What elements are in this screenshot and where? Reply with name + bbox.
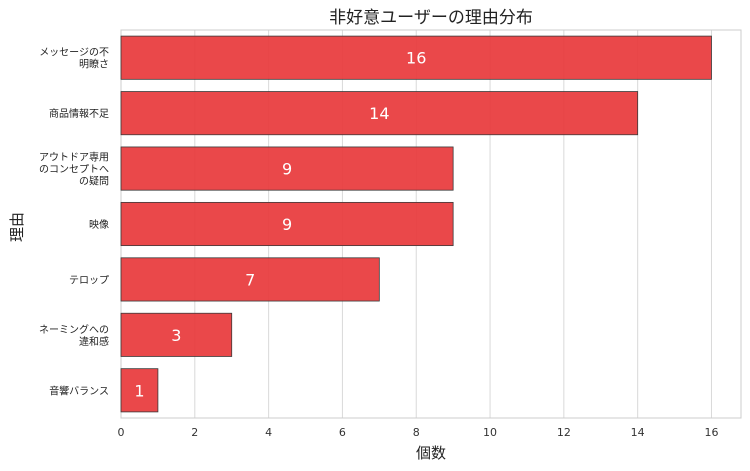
bar <box>120 35 712 80</box>
x-tick-label: 0 <box>118 426 125 439</box>
category-label: ネーミングへの違和感 <box>39 323 109 348</box>
x-tick-label: 14 <box>631 426 645 439</box>
bar <box>120 91 639 136</box>
data-label: 9 <box>282 215 292 234</box>
bar <box>120 312 233 357</box>
category-label: 音響バランス <box>49 384 109 397</box>
data-label: 9 <box>282 160 292 179</box>
x-tick-label: 2 <box>191 426 198 439</box>
bar <box>120 146 454 191</box>
category-labels: メッセージの不明瞭さ商品情報不足アウトドア専用のコンセプトへの疑問映像テロップネ… <box>39 47 109 398</box>
x-tick-labels: 0 2 4 6 8 10 12 14 16 <box>118 426 719 439</box>
data-label: 1 <box>134 381 144 400</box>
x-axis-label: 個数 <box>416 444 446 462</box>
x-tick-label: 10 <box>483 426 497 439</box>
x-tick-label: 12 <box>557 426 571 439</box>
bar <box>120 368 159 413</box>
x-tick-label: 8 <box>413 426 420 439</box>
y-axis-label: 理由 <box>8 212 26 242</box>
bar <box>120 201 454 247</box>
bar <box>120 257 380 302</box>
data-label: 3 <box>171 326 181 345</box>
x-tick-label: 16 <box>704 426 718 439</box>
bars <box>120 35 712 413</box>
category-label: 映像 <box>89 219 109 231</box>
x-tick-label: 4 <box>265 426 272 439</box>
category-label: アウトドア専用のコンセプトへの疑問 <box>39 152 109 188</box>
data-label: 7 <box>245 270 255 289</box>
category-label: 商品情報不足 <box>49 107 109 120</box>
chart-title: 非好意ユーザーの理由分布 <box>329 8 533 28</box>
data-label: 14 <box>369 104 389 123</box>
data-labels: 16 14 9 9 7 3 1 <box>134 49 426 401</box>
category-label: テロップ <box>69 274 109 286</box>
x-tick-label: 6 <box>339 426 346 439</box>
data-label: 16 <box>406 49 426 68</box>
category-label: メッセージの不明瞭さ <box>39 47 109 71</box>
